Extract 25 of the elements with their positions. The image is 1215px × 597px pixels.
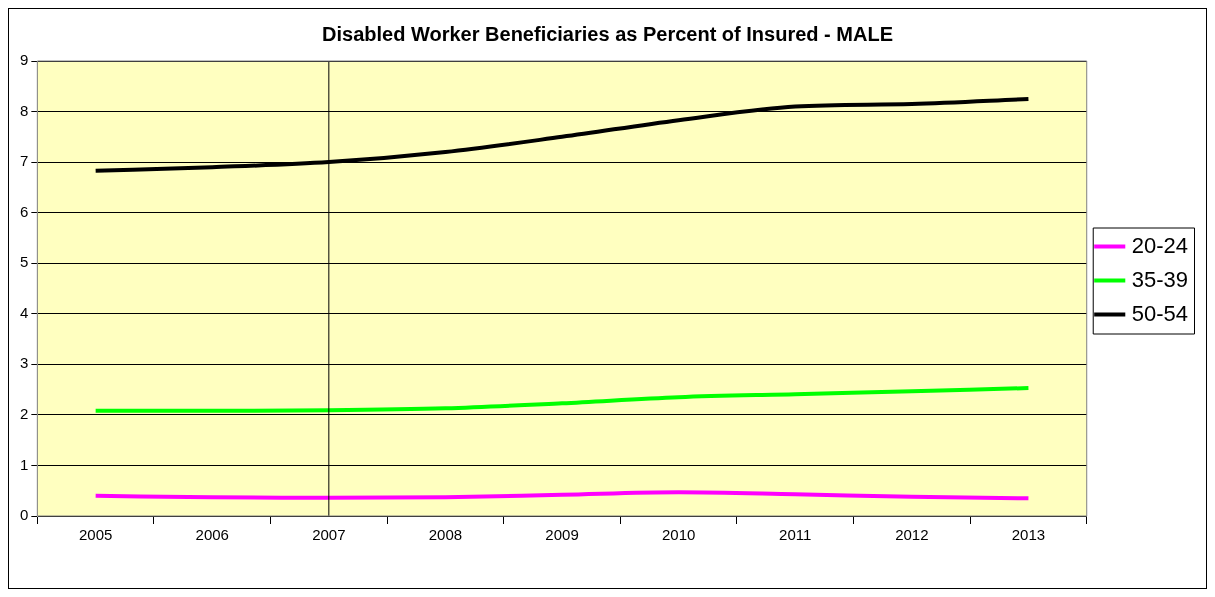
y-tick-label: 7 (20, 152, 29, 170)
x-tick-label: 2007 (312, 526, 346, 544)
y-tick-label: 4 (20, 303, 29, 321)
y-tick-label: 2 (20, 405, 29, 423)
legend-label: 50-54 (1131, 300, 1189, 326)
x-tick-label: 2009 (545, 526, 579, 544)
y-tick-label: 3 (20, 354, 29, 372)
y-tick-label: 0 (20, 506, 29, 524)
y-tick-label: 8 (20, 101, 29, 119)
x-tick-label: 2008 (428, 526, 463, 544)
line-series (93, 490, 1031, 501)
y-tick-label: 1 (20, 455, 29, 473)
x-tick-label: 2005 (78, 526, 113, 544)
legend-label: 20-24 (1131, 232, 1189, 258)
x-tick-label: 2010 (661, 526, 696, 544)
y-tick-label: 6 (20, 202, 29, 220)
y-tick-label: 9 (20, 51, 29, 69)
x-tick-label: 2011 (779, 526, 812, 544)
legend-label: 35-39 (1131, 266, 1189, 292)
y-tick-label: 5 (20, 253, 29, 271)
line-series (93, 386, 1031, 413)
x-tick-label: 2006 (195, 526, 229, 544)
x-tick-label: 2012 (895, 526, 929, 544)
x-tick-label: 2013 (1011, 526, 1046, 544)
chart-title: Disabled Worker Beneficiaries as Percent of Insured - MALE (322, 22, 893, 45)
